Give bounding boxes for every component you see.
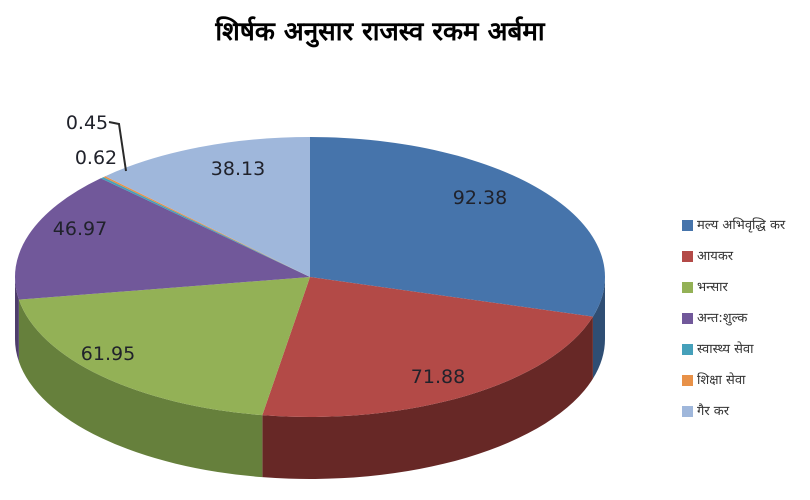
legend-swatch-customs: [682, 282, 693, 293]
pie-slice-vat: [310, 137, 606, 317]
legend-label-customs: भन्सार: [697, 280, 728, 295]
data-label-education-service: 0.45: [65, 112, 109, 134]
legend-label-excise-duty: अन्त:शुल्क: [697, 311, 748, 326]
pie-slice-side-excise-duty: [14, 277, 19, 362]
legend-item-non-tax: गैर कर: [682, 402, 785, 421]
legend-label-health-service: स्वास्थ्य सेवा: [697, 342, 754, 357]
pie-slice-side-vat: [592, 277, 605, 379]
leader-line-education-service: [108, 121, 127, 172]
legend-swatch-income-tax: [682, 251, 693, 262]
legend: मल्य अभिवृद्धि कर आयकर भन्सार अन्त:शुल्क स्व…: [682, 216, 785, 421]
pie-slice-side-customs: [18, 299, 263, 478]
pie-slice-side-income-tax: [262, 316, 593, 479]
legend-label-non-tax: गैर कर: [697, 404, 730, 419]
pie-slice-non-tax: [105, 137, 310, 277]
pie-slice-health-service: [100, 177, 310, 277]
pie-slice-excise-duty: [14, 178, 310, 300]
data-label-customs: 61.95: [80, 343, 136, 365]
legend-swatch-education-service: [682, 375, 693, 386]
legend-item-vat: मल्य अभिवृद्धि कर: [682, 216, 785, 235]
legend-item-excise-duty: अन्त:शुल्क: [682, 309, 785, 328]
pie-slice-income-tax: [262, 277, 593, 417]
legend-label-vat: मल्य अभिवृद्धि कर: [697, 218, 786, 233]
legend-label-education-service: शिक्षा सेवा: [697, 373, 746, 388]
legend-swatch-non-tax: [682, 406, 693, 417]
chart-title: शिर्षक अनुसार राजस्व रकम अर्बमा: [215, 17, 545, 47]
legend-item-education-service: शिक्षा सेवा: [682, 371, 785, 390]
pie-slice-customs: [18, 277, 310, 416]
data-label-excise-duty: 46.97: [52, 218, 108, 240]
legend-item-customs: भन्सार: [682, 278, 785, 297]
legend-swatch-health-service: [682, 344, 693, 355]
pie-slice-education-service: [103, 176, 311, 277]
legend-swatch-vat: [682, 220, 693, 231]
legend-item-health-service: स्वास्थ्य सेवा: [682, 340, 785, 359]
data-label-vat: 92.38: [452, 187, 508, 209]
legend-swatch-excise-duty: [682, 313, 693, 324]
data-label-income-tax: 71.88: [410, 366, 466, 388]
data-label-health-service: 0.62: [74, 147, 118, 169]
legend-item-income-tax: आयकर: [682, 247, 785, 266]
legend-label-income-tax: आयकर: [697, 249, 734, 264]
data-label-non-tax: 38.13: [210, 158, 266, 180]
